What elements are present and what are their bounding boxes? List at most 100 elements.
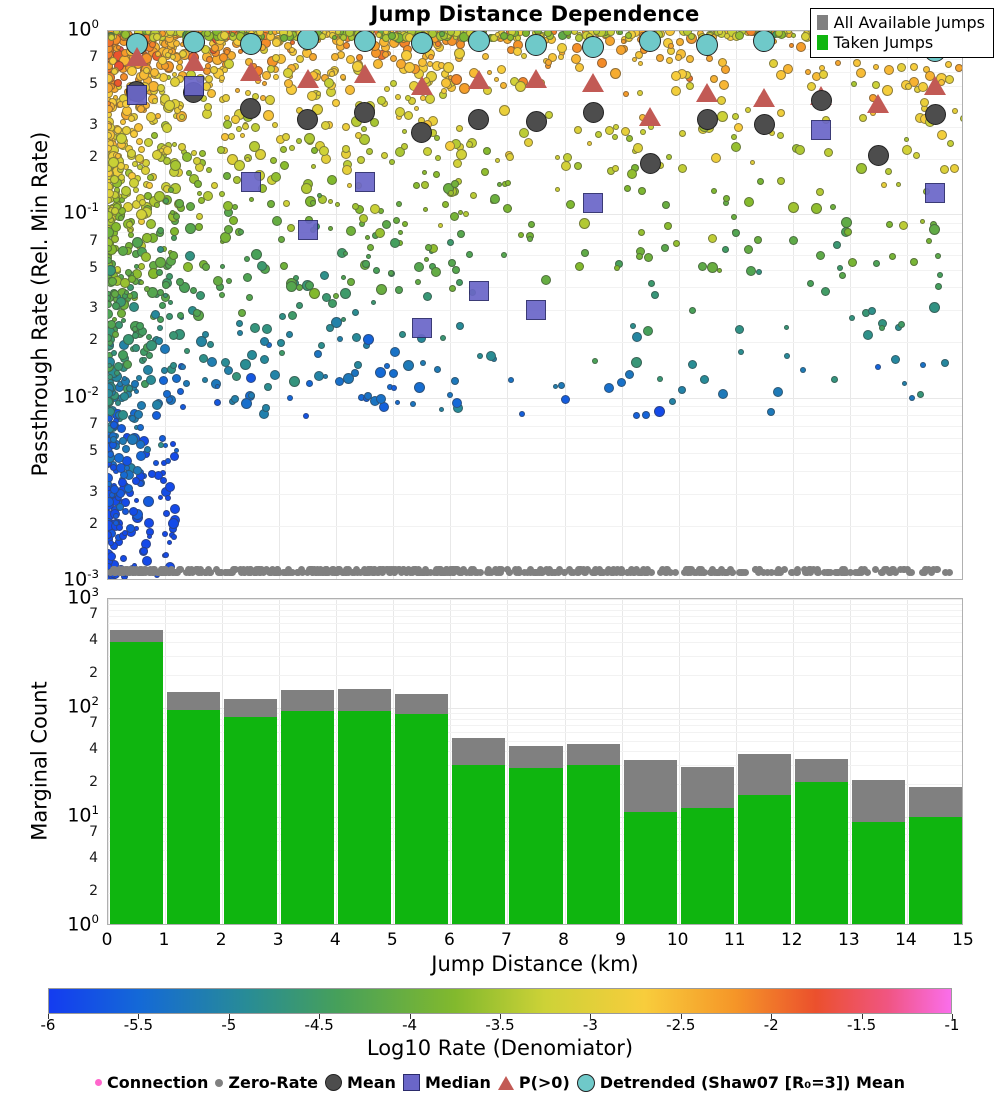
connection-point [904,137,910,143]
connection-point [204,102,213,111]
connection-point [387,270,394,277]
connection-point [123,484,133,494]
connection-point [278,236,286,244]
detrended-mean-marker [296,31,319,51]
gridline-vertical [793,31,794,579]
all-available-jumps-swatch-icon [816,15,828,31]
connection-point [246,350,257,361]
connection-point [108,373,113,380]
connection-point [381,51,389,59]
connection-point [178,104,184,110]
colorbar-tick-label: -4.5 [304,1016,334,1034]
connection-point [108,301,112,309]
connection-point [203,191,214,201]
connection-point [353,360,362,369]
connection-point [856,163,868,175]
connection-point [137,163,144,170]
connection-point [184,348,191,355]
connection-point [816,251,826,261]
zero-rate-point [350,569,358,576]
connection-point [664,31,675,37]
connection-point [114,152,121,159]
bar-taken-jumps [623,812,677,924]
connection-point [271,54,280,63]
connection-point [853,58,862,67]
zero-rate-point [626,569,634,576]
marker-legend-item: Zero-Rate [215,1073,318,1092]
connection-point [309,53,318,62]
connection-point [886,220,894,228]
connection-point [375,393,386,404]
connection-point [925,237,932,244]
connection-point [453,47,465,59]
connection-point [156,245,164,253]
median-marker [526,300,546,321]
connection-point [172,212,180,220]
connection-point [912,151,920,159]
p-greater-than-zero-marker [182,51,205,71]
connection-point [782,63,793,74]
connection-point [883,64,894,75]
connection-point [705,55,713,63]
connection-point [615,44,626,55]
connection-point [118,410,129,421]
zero-rate-point [823,569,831,576]
connection-point [497,65,507,75]
bar-taken-jumps [395,714,449,924]
connection-point [270,369,281,380]
connection-point [142,232,153,243]
connection-point [665,153,672,160]
connection-point [122,125,132,135]
connection-point [391,384,398,391]
connection-point [829,203,836,210]
connection-point [249,323,260,334]
connection-point [219,264,225,270]
connection-point [108,277,117,287]
connection-point [374,228,385,239]
connection-point [172,40,180,48]
histogram-legend: All Available Jumps Taken Jumps [809,8,994,59]
x-axis-tick: 10 [666,930,689,950]
median-marker [240,172,261,193]
x-axis-tick: 8 [558,930,569,950]
connection-point [399,331,407,339]
connection-point [898,320,906,328]
connection-point [135,209,147,221]
connection-point [941,358,950,367]
connection-point [612,134,619,141]
connection-point [108,308,114,319]
gridline-horizontal-minor [108,623,962,624]
gridline-vertical [565,31,566,579]
detrended-mean-marker [353,31,376,53]
connection-point [132,466,142,476]
zero-rate-point [892,569,900,576]
connection-point [108,34,115,42]
gridline-vertical [507,599,508,924]
legend-label-taken-jumps: Taken Jumps [833,32,934,52]
connection-point [945,61,953,69]
connection-point [414,105,420,111]
connection-point [415,278,422,285]
connection-point [242,123,250,130]
mean-marker [924,104,946,126]
connection-point [390,346,401,357]
bar-taken-jumps [110,642,164,924]
connection-point [831,376,839,384]
gridline-vertical [279,599,280,924]
gridline-vertical [279,31,280,579]
connection-point [850,80,857,87]
connection-point [482,52,490,60]
connection-point [147,174,155,182]
x-axis-tick: 6 [443,930,455,950]
connection-point [108,144,112,152]
connection-point [111,68,119,76]
connection-point [232,176,241,185]
connection-point [939,165,949,175]
zero-rate-point [434,566,442,573]
connection-point [201,45,211,55]
p-greater-than-zero-marker [296,68,319,88]
x-axis-tick: 1 [158,930,170,950]
connection-point [272,122,279,129]
p-greater-than-zero-marker [639,106,662,126]
connection-point [244,256,251,263]
